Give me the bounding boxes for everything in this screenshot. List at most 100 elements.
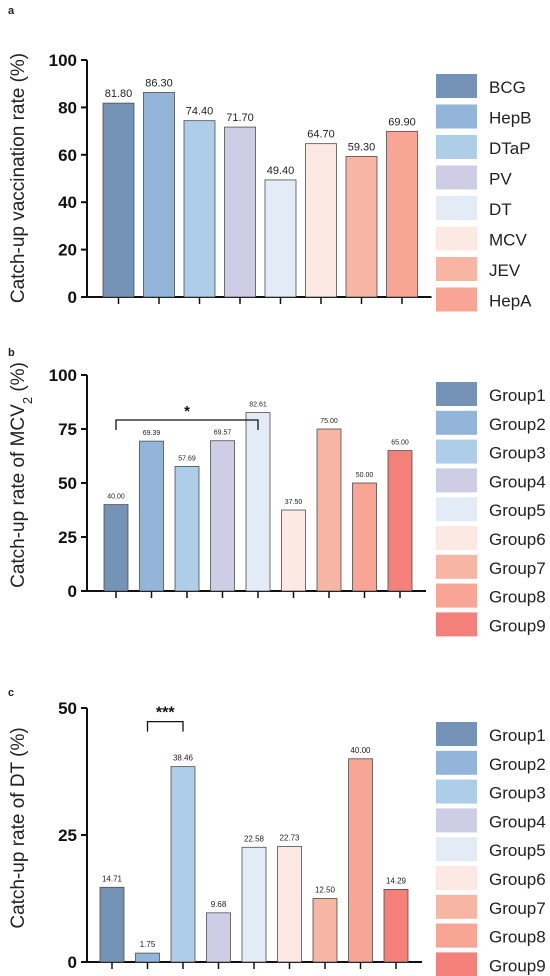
y-tick-label: 100	[49, 51, 77, 70]
data-label: 64.70	[307, 129, 335, 141]
legend-label: Group5	[489, 841, 546, 860]
bar-jev	[345, 156, 378, 298]
y-tick-label: 50	[58, 699, 77, 718]
bar-group4	[210, 440, 235, 592]
legend-swatch	[436, 923, 477, 948]
legend-swatch	[436, 894, 477, 919]
legend-label: MCV	[489, 231, 527, 250]
legend-label: HepB	[489, 109, 532, 128]
bar-group2	[135, 952, 160, 963]
data-label: 22.58	[244, 834, 265, 843]
data-label: 40.00	[350, 746, 371, 755]
bar-hepa	[386, 130, 418, 298]
legend-label: Group4	[489, 812, 546, 831]
legend-label: Group6	[489, 530, 546, 549]
legend-swatch	[436, 382, 477, 406]
legend-label: DTaP	[489, 139, 531, 158]
data-label: 74.40	[186, 106, 214, 118]
panel-letter: c	[8, 687, 14, 699]
legend-swatch	[436, 497, 477, 522]
bar-group6	[277, 846, 302, 963]
legend-swatch	[436, 554, 477, 579]
bar-group7	[316, 428, 342, 592]
y-axis-title-main: Catch-up rate of MCV	[8, 404, 29, 588]
data-label: 50.00	[356, 472, 374, 479]
bar-group5	[245, 412, 271, 592]
legend-swatch	[436, 952, 477, 976]
chart-panel-c: c Catch-up rate of DT (%) 0 25 50 14.71 1.75 38…	[8, 687, 546, 976]
data-label: 82.61	[249, 402, 267, 409]
data-label: 22.73	[279, 834, 300, 843]
legend-label: JEV	[489, 261, 521, 280]
data-label: 40.00	[107, 494, 125, 501]
legend-label: Group8	[489, 588, 546, 607]
data-label: 69.39	[143, 430, 161, 437]
data-label: 9.68	[211, 900, 227, 909]
y-axis-title: Catch-up rate of MCV2 (%)	[8, 362, 35, 588]
legend-swatch	[436, 287, 477, 312]
panel-letter: a	[8, 5, 15, 17]
legend-swatch	[436, 808, 477, 833]
data-label: 1.75	[140, 940, 156, 949]
y-tick-label: 50	[58, 474, 77, 493]
y-tick-label: 25	[58, 528, 77, 547]
legend-label: Group9	[489, 616, 546, 635]
bar-group3	[174, 465, 200, 592]
significance-bracket	[115, 419, 259, 430]
bar-group1	[99, 886, 125, 963]
bar-bcg	[102, 102, 135, 298]
legend-swatch	[436, 74, 477, 98]
legend-swatch	[436, 866, 477, 890]
y-tick-label: 25	[58, 826, 77, 845]
bar-pv	[224, 126, 256, 298]
bar-dtap	[183, 120, 216, 298]
legend-swatch	[436, 722, 477, 746]
data-label: 86.30	[145, 77, 173, 89]
y-tick-label: 0	[68, 288, 77, 307]
legend-label: HepA	[489, 292, 532, 311]
legend-swatch	[436, 410, 477, 435]
data-label: 71.70	[226, 112, 254, 124]
y-tick-label: 0	[68, 953, 77, 972]
bar-group5	[241, 846, 267, 963]
legend-swatch	[436, 837, 477, 862]
data-label: 75.00	[320, 418, 338, 425]
y-tick-label: 0	[68, 582, 77, 601]
data-label: 57.69	[178, 455, 196, 462]
significance-marker: ***	[156, 705, 175, 722]
legend-swatch	[436, 257, 477, 281]
bar-group8	[348, 758, 373, 963]
bar-hepb	[143, 92, 175, 298]
y-tick-label: 75	[58, 420, 77, 439]
data-label: 49.40	[267, 165, 295, 177]
legend-label: Group6	[489, 870, 546, 889]
legend-swatch	[436, 779, 477, 804]
legend-label: Group1	[489, 386, 546, 405]
panel-letter: b	[8, 347, 15, 359]
legend-swatch	[436, 165, 477, 190]
chart-panel-b: b Catch-up rate of MCV2 (%) 0 25 50 75 100 40.0…	[8, 347, 546, 637]
y-axis-title-suffix: (%)	[8, 362, 29, 397]
data-label: 59.30	[348, 141, 376, 153]
chart-panel-a: a Catch-up vaccination rate (%) 0 20 40 60 80 1…	[8, 5, 532, 312]
legend-label: DT	[489, 200, 512, 219]
legend-swatch	[436, 135, 477, 159]
bar-mcv	[305, 143, 337, 298]
data-label: 65.00	[391, 440, 409, 447]
y-tick-label: 60	[58, 146, 77, 165]
legend-label: PV	[489, 170, 512, 189]
data-label: 81.80	[105, 88, 133, 100]
y-axis-title: Catch-up vaccination rate (%)	[8, 53, 29, 303]
legend-label: Group7	[489, 559, 546, 578]
y-axis-title-main: Catch-up vaccination rate (%)	[8, 53, 29, 303]
bar-group9	[383, 889, 409, 963]
legend-swatch	[436, 526, 477, 550]
y-tick-label: 20	[58, 241, 77, 260]
legend-label: Group9	[489, 956, 546, 975]
legend-swatch	[436, 612, 477, 637]
legend-swatch	[436, 468, 477, 493]
legend-label: Group5	[489, 501, 546, 520]
data-label: 14.29	[386, 876, 407, 885]
legend-label: Group7	[489, 899, 546, 918]
